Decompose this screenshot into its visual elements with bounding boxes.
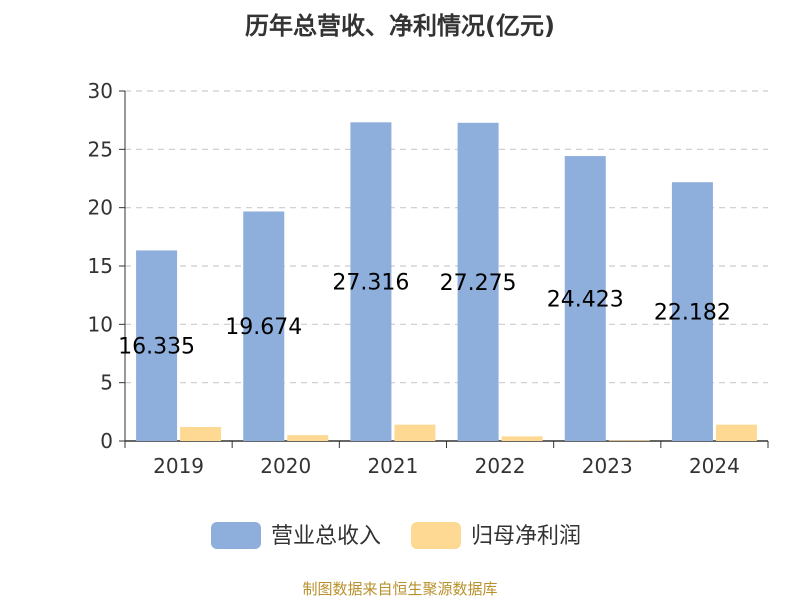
y-tick-label: 10 (88, 312, 113, 336)
bar-net-profit[interactable] (608, 440, 650, 441)
x-tick-label: 2020 (260, 454, 311, 478)
y-tick-label: 25 (88, 137, 113, 161)
y-tick-label: 15 (88, 254, 113, 278)
bar-revenue[interactable] (350, 122, 392, 442)
x-tick-label: 2022 (475, 454, 526, 478)
legend-swatch[interactable] (211, 522, 261, 549)
bar-revenue[interactable] (243, 211, 285, 441)
data-label: 22.182 (654, 301, 731, 326)
data-label: 24.423 (547, 288, 624, 313)
bar-net-profit[interactable] (180, 427, 222, 441)
x-tick-label: 2019 (153, 454, 204, 478)
bar-net-profit[interactable] (287, 435, 329, 441)
grid (125, 90, 768, 384)
data-label: 27.316 (332, 271, 409, 296)
y-tick-label: 5 (100, 371, 113, 395)
bar-net-profit[interactable] (501, 436, 543, 441)
data-label: 19.674 (225, 315, 302, 340)
bar-net-profit[interactable] (394, 424, 436, 441)
bar-revenue[interactable] (671, 182, 713, 441)
bars (136, 122, 757, 442)
data-labels: 16.335 19.674 27.316 27.275 24.423 22.182 (118, 271, 731, 360)
legend-label[interactable]: 营业总收入 (271, 524, 381, 549)
bar-net-profit[interactable] (715, 424, 757, 441)
data-label: 27.275 (440, 271, 517, 296)
legend-swatch[interactable] (411, 522, 461, 549)
y-tick-label: 30 (88, 79, 113, 103)
bar-revenue[interactable] (136, 250, 178, 441)
bar-revenue[interactable] (457, 122, 499, 442)
x-tick-label: 2023 (582, 454, 633, 478)
axes: 0 5 10 15 20 25 30 2019 2020 2021 2022 2023 2024 (88, 79, 769, 478)
legend-label[interactable]: 归母净利润 (471, 524, 581, 549)
x-tick-label: 2021 (367, 454, 418, 478)
y-tick-label: 0 (100, 429, 113, 453)
chart-title: 历年总营收、净利情况(亿元) (245, 12, 555, 40)
bar-revenue[interactable] (564, 156, 606, 441)
source-note: 制图数据来自恒生聚源数据库 (302, 580, 497, 598)
legend: 营业总收入 归母净利润 (211, 522, 581, 549)
y-tick-label: 20 (88, 196, 113, 220)
x-tick-label: 2024 (689, 454, 740, 478)
data-label: 16.335 (118, 335, 195, 360)
